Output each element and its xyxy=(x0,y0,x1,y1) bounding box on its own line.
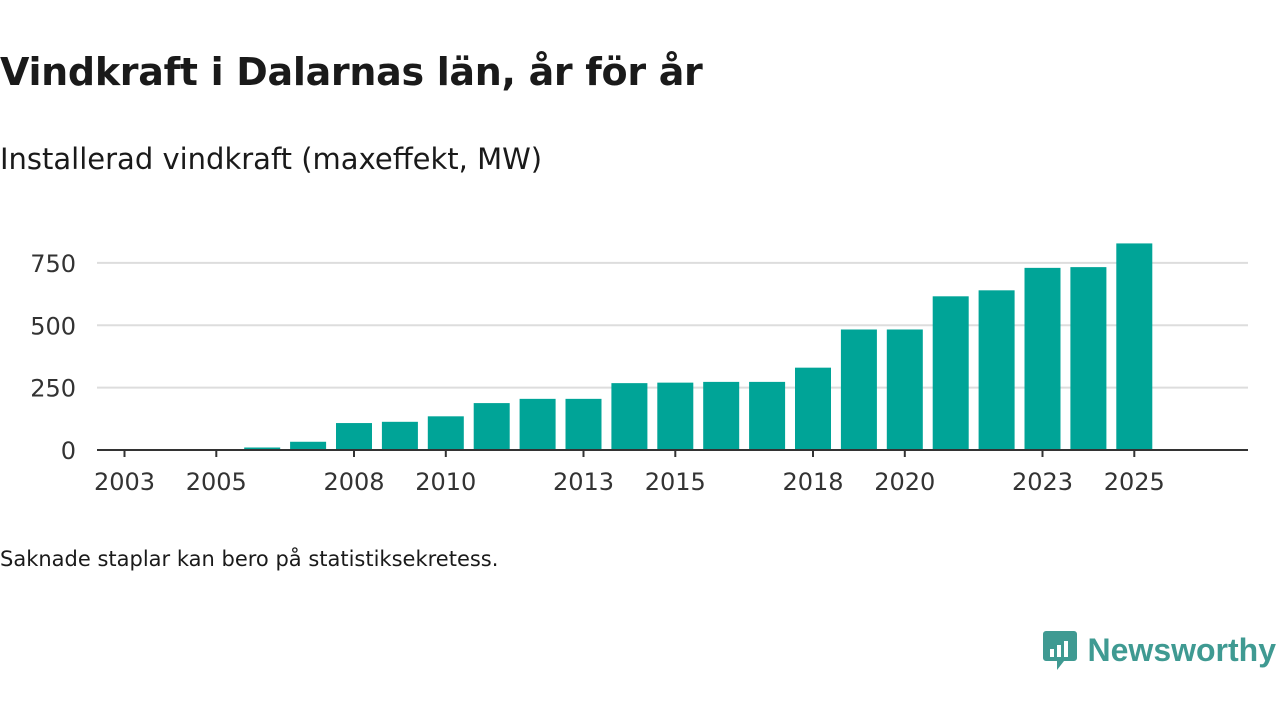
bar-2010 xyxy=(427,416,464,450)
y-tick-label: 750 xyxy=(30,250,76,278)
y-tick-label: 250 xyxy=(30,375,76,403)
x-axis xyxy=(97,449,1248,457)
brand-name: Newsworthy xyxy=(1087,631,1276,668)
bar-2006 xyxy=(244,447,281,450)
bar-2021 xyxy=(932,296,969,450)
bar-2015 xyxy=(657,382,694,450)
x-tick-label: 2020 xyxy=(874,468,935,496)
x-tick-label: 2025 xyxy=(1104,468,1165,496)
x-tick-label: 2013 xyxy=(553,468,614,496)
bar-2011 xyxy=(473,403,510,450)
x-tick-label: 2015 xyxy=(645,468,706,496)
bar-2022 xyxy=(978,290,1015,450)
newsworthy-logo-icon xyxy=(1042,631,1077,670)
bar-2009 xyxy=(381,421,418,450)
bar-2017 xyxy=(749,381,786,450)
bar-2019 xyxy=(840,329,877,450)
bar-2024 xyxy=(1070,267,1107,450)
chart-title: Vindkraft i Dalarnas län, år för år xyxy=(0,50,703,94)
bar-2007 xyxy=(290,441,327,450)
x-tick-label: 2005 xyxy=(186,468,247,496)
x-tick-label: 2018 xyxy=(782,468,843,496)
footnote: Saknade staplar kan bero på statistiksek… xyxy=(0,547,499,571)
bar-2008 xyxy=(336,423,372,450)
y-axis-tick-labels: 0 250 500 750 xyxy=(30,250,76,465)
bar-2013 xyxy=(565,398,602,450)
x-tick-label: 2023 xyxy=(1012,468,1073,496)
x-tick-label: 2008 xyxy=(323,468,384,496)
bar-2018 xyxy=(795,367,831,450)
bar-2020 xyxy=(886,329,923,450)
x-axis-tick-labels: 2003 2005 2008 2010 2013 2015 2018 2020 2023 2025 xyxy=(94,468,1165,496)
bar-2014 xyxy=(611,383,648,450)
x-tick-label: 2003 xyxy=(94,468,155,496)
y-tick-label: 500 xyxy=(30,312,76,340)
bar-2023 xyxy=(1024,267,1061,450)
x-tick-label: 2010 xyxy=(415,468,476,496)
bar-2025 xyxy=(1116,243,1153,450)
bar-2012 xyxy=(519,398,556,450)
y-tick-label: 0 xyxy=(61,437,76,465)
bar-2016 xyxy=(703,381,740,450)
chart-subtitle: Installerad vindkraft (maxeffekt, MW) xyxy=(0,142,543,176)
bars xyxy=(244,243,1153,450)
brand-logo[interactable]: Newsworthy xyxy=(1042,628,1276,672)
